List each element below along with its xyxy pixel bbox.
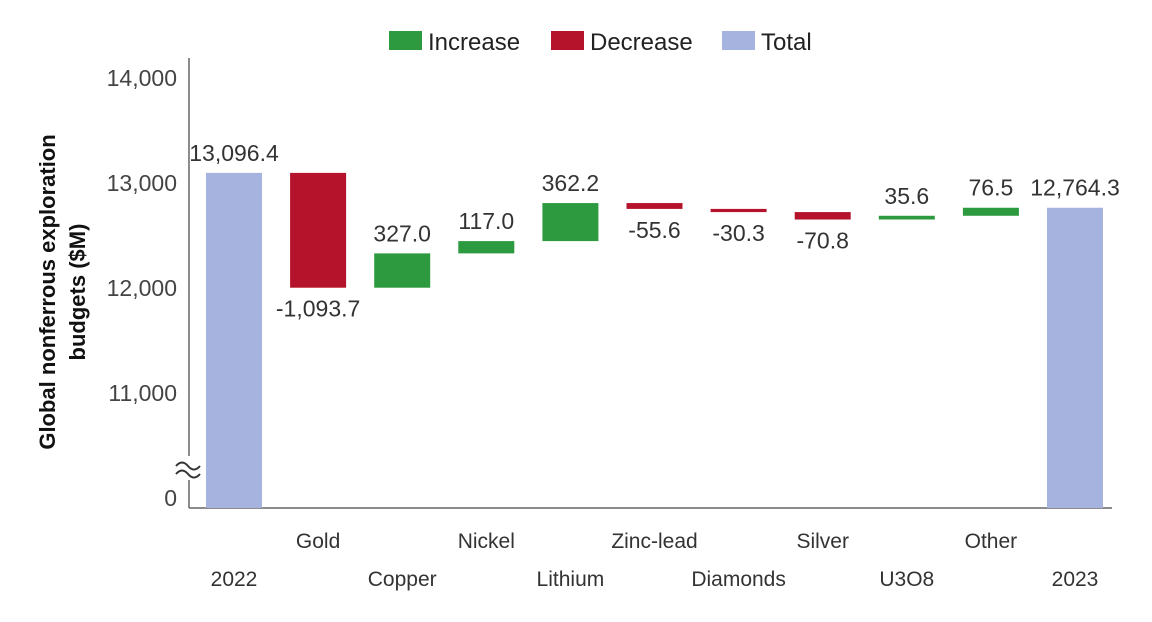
bar-nickel [458, 241, 515, 254]
bar-silver [794, 212, 851, 220]
legend-swatch-total [722, 31, 755, 50]
data-label-diamonds: -30.3 [712, 220, 764, 246]
bar-copper [374, 253, 431, 288]
y-axis-title-line: Global nonferrous exploration [35, 134, 60, 449]
data-label-other: 76.5 [969, 175, 1014, 201]
category-label-2023: 2023 [1052, 568, 1099, 591]
data-label-gold: -1,093.7 [276, 296, 360, 322]
data-labels: 13,096.4 -1,093.7 327.0 117.0 362.2 -55.6 -30.… [189, 140, 1120, 322]
category-label-u3o8: U3O8 [879, 568, 934, 591]
bar-other [962, 207, 1019, 216]
category-labels: 2022 Gold Copper Nickel Lithium Zinc-lead Diam… [211, 530, 1099, 591]
category-label-nickel: Nickel [458, 530, 515, 553]
axis-break-mark-2 [175, 469, 201, 479]
data-label-copper: 327.0 [373, 220, 431, 246]
legend-swatch-increase [389, 31, 422, 50]
category-label-copper: Copper [368, 568, 437, 591]
legend-swatch-decrease [551, 31, 584, 50]
legend-label-increase: Increase [428, 29, 520, 56]
data-label-lithium: 362.2 [542, 170, 600, 196]
bars [206, 172, 1103, 509]
category-label-silver: Silver [796, 530, 849, 553]
category-label-diamonds: Diamonds [691, 568, 786, 591]
legend-label-decrease: Decrease [590, 29, 693, 56]
bar-u3o8 [878, 215, 935, 220]
data-label-u3o8: 35.6 [884, 183, 929, 209]
y-tick-label: 14,000 [107, 65, 177, 91]
category-label-2022: 2022 [211, 568, 258, 591]
data-label-zinc-lead: -55.6 [628, 217, 680, 243]
bar-gold [290, 172, 347, 288]
bar-zinc-lead [626, 203, 683, 209]
category-label-gold: Gold [296, 530, 340, 553]
data-label-2023: 12,764.3 [1030, 175, 1120, 201]
bar-diamonds [710, 208, 767, 213]
data-label-nickel: 117.0 [458, 208, 514, 234]
y-tick-label: 0 [164, 485, 177, 511]
category-label-zinc-lead: Zinc-lead [611, 530, 697, 553]
axis-break-mark-1 [175, 461, 201, 471]
y-axis-title-line: budgets ($M) [65, 224, 90, 361]
legend: Increase Decrease Total [389, 29, 812, 56]
legend-label-total: Total [761, 29, 812, 56]
bar-2023 [1047, 207, 1103, 508]
data-label-silver: -70.8 [796, 228, 848, 254]
bar-lithium [542, 203, 599, 242]
data-label-2022: 13,096.4 [189, 140, 279, 166]
bar-2022 [206, 172, 262, 509]
y-tick-label: 11,000 [108, 380, 177, 406]
category-label-other: Other [965, 530, 1018, 553]
category-label-lithium: Lithium [537, 568, 605, 591]
y-tick-label: 12,000 [107, 275, 177, 301]
y-axis: 0 11,000 12,000 13,000 14,000 [107, 58, 1112, 511]
y-tick-label: 13,000 [107, 170, 177, 196]
y-axis-title: Global nonferrous exploration budgets ($M… [35, 134, 90, 449]
